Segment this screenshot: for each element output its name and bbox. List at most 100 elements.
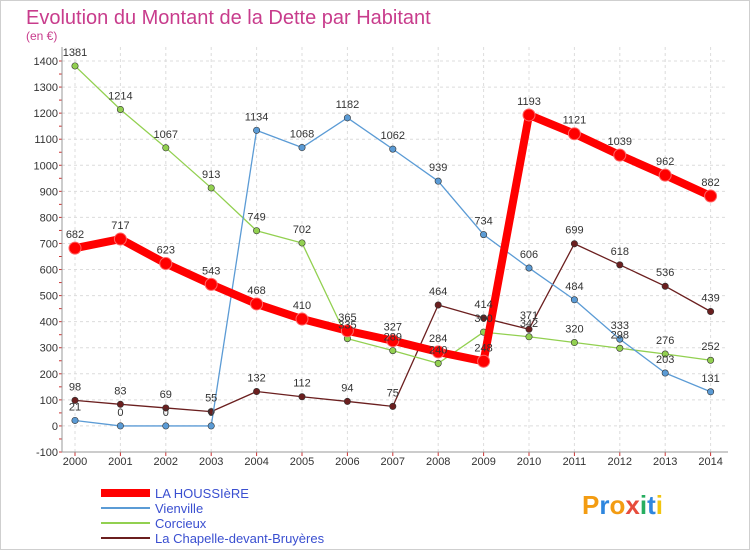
x-tick-label: 2008 — [426, 456, 450, 468]
data-label: 289 — [384, 332, 402, 344]
data-label: 0 — [163, 407, 169, 419]
data-label: 1182 — [336, 99, 360, 111]
data-label: 0 — [208, 407, 214, 419]
data-label: 1134 — [245, 111, 269, 123]
proxiti-logo: Proxiti — [582, 490, 663, 520]
logo-letter: t — [647, 490, 656, 520]
data-label: 606 — [520, 249, 538, 261]
data-point — [661, 350, 669, 358]
data-label: 699 — [565, 225, 583, 237]
y-tick-label: 100 — [40, 395, 58, 407]
x-tick-label: 2004 — [244, 456, 268, 468]
data-point — [525, 333, 533, 341]
data-point — [162, 404, 170, 412]
data-label: 618 — [611, 246, 629, 258]
y-tick-label: 500 — [40, 291, 58, 303]
legend-label: La Chapelle-devant-Bruyères — [155, 531, 325, 546]
data-label: 1193 — [517, 96, 541, 108]
data-point — [68, 241, 82, 255]
x-tick-label: 2011 — [563, 456, 587, 468]
data-label: 1039 — [608, 136, 632, 148]
data-point — [616, 335, 624, 343]
y-tick-label: 300 — [40, 343, 58, 355]
data-label: 320 — [565, 324, 583, 336]
data-label: 682 — [66, 229, 84, 241]
data-point — [116, 422, 124, 430]
data-label: 98 — [69, 381, 81, 393]
logo-letter: x — [625, 490, 640, 520]
x-tick-label: 2013 — [653, 456, 677, 468]
data-point — [295, 312, 309, 326]
data-label: 333 — [611, 320, 629, 332]
data-label: 414 — [474, 299, 492, 311]
y-tick-label: 700 — [40, 238, 58, 250]
logo-letter: P — [582, 490, 599, 520]
legend-label: Corcieux — [155, 516, 207, 531]
data-point — [113, 232, 127, 246]
x-tick-label: 2007 — [381, 456, 405, 468]
data-point — [567, 127, 581, 141]
data-point — [707, 356, 715, 364]
data-point — [480, 314, 488, 322]
data-point — [522, 108, 536, 122]
y-tick-label: 900 — [40, 186, 58, 198]
y-tick-label: 1100 — [34, 134, 58, 146]
data-label: 468 — [247, 285, 265, 297]
x-tick-label: 2002 — [154, 456, 178, 468]
data-point — [116, 400, 124, 408]
data-label: 365 — [338, 312, 356, 324]
data-point — [298, 239, 306, 247]
logo-letter: o — [609, 490, 625, 520]
data-label: 327 — [384, 322, 402, 334]
data-label: 298 — [611, 329, 629, 341]
data-label: 55 — [205, 393, 217, 405]
data-point — [253, 126, 261, 134]
x-tick-label: 2012 — [608, 456, 632, 468]
legend-label: LA HOUSSIèRE — [155, 486, 249, 501]
y-tick-label: 200 — [40, 369, 58, 381]
data-label: 913 — [202, 169, 220, 181]
data-label: 69 — [160, 389, 172, 401]
data-point — [570, 240, 578, 248]
data-label: 132 — [247, 373, 265, 385]
data-point — [616, 261, 624, 269]
data-label: 702 — [293, 224, 311, 236]
data-point — [343, 397, 351, 405]
x-tick-label: 2014 — [698, 456, 722, 468]
data-label: 623 — [157, 245, 175, 257]
data-label: 248 — [474, 342, 492, 354]
data-point — [207, 184, 215, 192]
data-label: 276 — [656, 335, 674, 347]
data-label: 1121 — [563, 115, 587, 127]
x-tick-label: 2003 — [199, 456, 223, 468]
data-point — [389, 145, 397, 153]
data-label: 252 — [701, 341, 719, 353]
data-point — [704, 189, 718, 203]
y-tick-label: 800 — [40, 212, 58, 224]
y-tick-label: 1200 — [34, 108, 58, 120]
y-tick-label: 400 — [40, 317, 58, 329]
data-label: 1062 — [381, 130, 405, 142]
data-label: 131 — [701, 373, 719, 385]
data-point — [570, 339, 578, 347]
data-label: 439 — [701, 293, 719, 305]
data-label: 112 — [293, 378, 311, 390]
x-tick-label: 2009 — [471, 456, 495, 468]
data-point — [162, 422, 170, 430]
data-label: 240 — [429, 344, 447, 356]
data-point — [298, 144, 306, 152]
chart-unit-label: (en €) — [26, 29, 57, 43]
data-point — [570, 296, 578, 304]
y-tick-label: 1300 — [34, 82, 58, 94]
y-tick-label: 0 — [52, 421, 58, 433]
data-point — [525, 325, 533, 333]
data-point — [389, 402, 397, 410]
data-label: 1214 — [108, 90, 132, 102]
data-label: 734 — [474, 216, 492, 228]
data-label: 939 — [429, 162, 447, 174]
logo-letter: i — [640, 490, 647, 520]
data-label: 962 — [656, 156, 674, 168]
